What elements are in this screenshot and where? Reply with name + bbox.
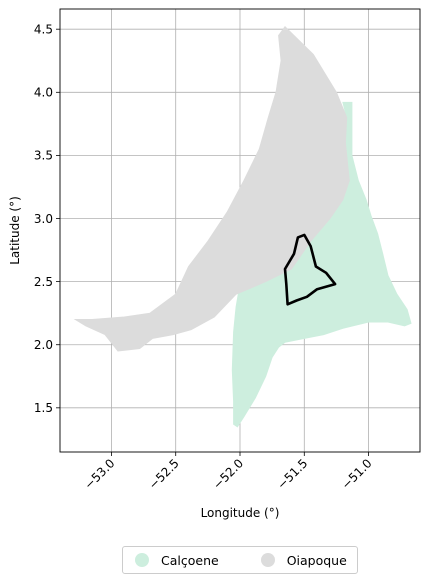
y-tick-label: 4.0 xyxy=(34,86,53,100)
legend-item-calcoene: Calçoene xyxy=(123,553,219,568)
y-tick-label: 3.0 xyxy=(34,212,53,226)
legend: Calçoene Oiapoque xyxy=(122,546,358,574)
highlight-layer xyxy=(283,233,337,306)
y-tick-label: 2.0 xyxy=(34,338,53,352)
legend-swatch-oiapoque xyxy=(260,553,275,567)
x-ticks: −53.0 −52.5 −52.0 −51.5 −51.0 xyxy=(82,452,375,492)
y-tick-label: 3.5 xyxy=(34,149,53,163)
y-tick-label: 4.5 xyxy=(34,22,53,36)
x-tick-label: −52.0 xyxy=(210,456,246,492)
y-ticks: 1.5 2.0 2.5 3.0 3.5 4.0 4.5 xyxy=(34,22,60,415)
x-tick-label: −51.0 xyxy=(339,456,375,492)
region-oiapoque xyxy=(73,25,350,352)
legend-label-oiapoque: Oiapoque xyxy=(286,552,347,568)
x-tick-label: −52.5 xyxy=(146,456,182,492)
y-axis-label: Latitude (°) xyxy=(8,196,22,265)
y-tick-label: 2.5 xyxy=(34,275,53,289)
regions xyxy=(73,25,412,428)
highlight-outline xyxy=(283,233,337,306)
x-tick-label: −53.0 xyxy=(82,456,118,492)
x-axis-label: Longitude (°) xyxy=(201,506,280,520)
y-tick-label: 1.5 xyxy=(34,401,53,415)
legend-item-oiapoque: Oiapoque xyxy=(249,553,347,568)
legend-label-calcoene: Calçoene xyxy=(161,552,219,568)
x-tick-label: −51.5 xyxy=(274,456,310,492)
legend-swatch-calcoene xyxy=(135,553,149,567)
